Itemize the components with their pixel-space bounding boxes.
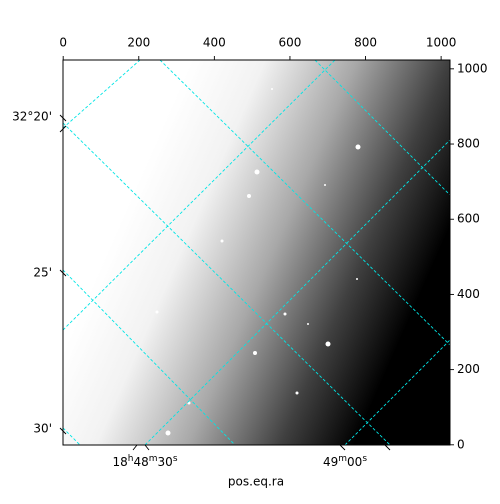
- plot-frame: [62, 59, 451, 446]
- ra-tick-label: 49m00s: [323, 454, 367, 469]
- x-axis-label: pos.eq.ra: [228, 475, 284, 489]
- wcs-tick: [59, 114, 391, 451]
- x-tick-label: 0: [59, 36, 67, 50]
- y-tick-label: 600: [457, 212, 480, 226]
- y-tick-label: 0: [457, 437, 465, 451]
- x-tick-label: 400: [203, 36, 226, 50]
- y-tick-label: 800: [457, 137, 480, 151]
- y-tick-label: 200: [457, 362, 480, 376]
- y-tick-label: 1000: [457, 61, 488, 75]
- image: [63, 60, 450, 445]
- x-tick-label: 1000: [426, 36, 457, 50]
- dec-tick-label: 32°20': [12, 110, 52, 124]
- x-tick-label: 800: [354, 36, 377, 50]
- dec-tick-label: 25': [33, 266, 52, 280]
- x-tick-label: 600: [278, 36, 301, 50]
- dec-tick-label: 30': [33, 422, 52, 436]
- ra-tick-label: 18h48m30s: [112, 454, 177, 469]
- x-tick-label: 200: [127, 36, 150, 50]
- y-tick-label: 400: [457, 287, 480, 301]
